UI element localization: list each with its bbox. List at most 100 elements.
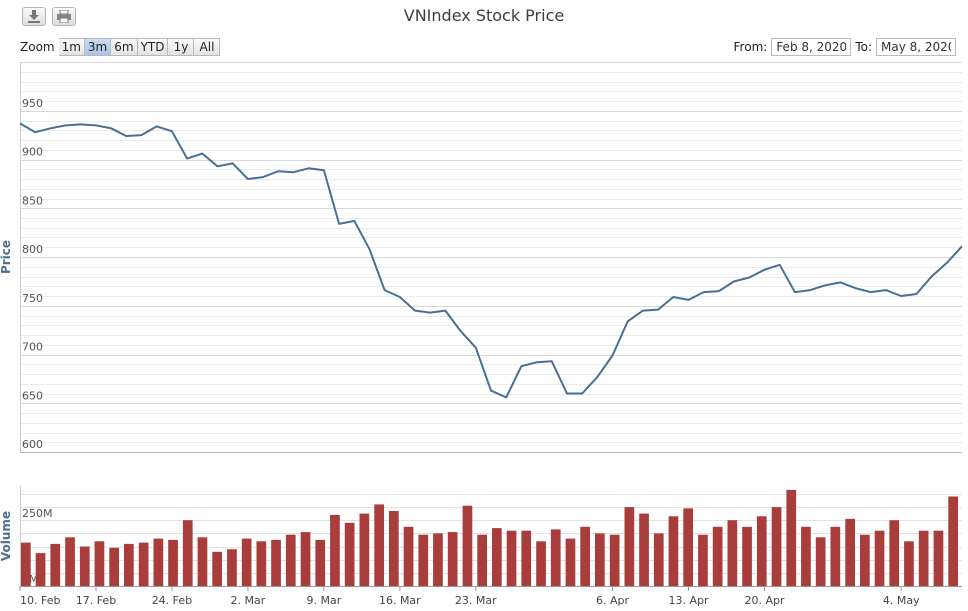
volume-bar [138,542,149,586]
volume-bar [580,526,590,586]
x-tick-label: 20. Apr [744,594,784,607]
price-tick-label: 950 [22,97,43,110]
volume-bar [79,546,90,586]
volume-bar [771,507,782,586]
volume-bar [197,537,208,586]
date-range-selector: From: To: [734,37,960,56]
volume-bar [889,520,900,586]
volume-bar [50,543,61,586]
volume-bar [565,538,576,586]
volume-bar [315,539,326,586]
zoom-bar: Zoom 1m 3m 6m YTD 1y All [20,37,221,56]
x-tick-label: 6. Apr [596,594,629,607]
zoom-1y-button[interactable]: 1y [168,37,195,56]
volume-bar [212,551,222,586]
zoom-6m-button[interactable]: 6m [111,37,138,56]
price-tick-label: 900 [22,146,43,159]
volume-bar [94,541,105,586]
volume-bar [492,528,502,586]
zoom-ytd-button[interactable]: YTD [137,37,169,56]
zoom-all-button[interactable]: All [194,37,221,56]
volume-bar [756,516,767,586]
volume-bar [447,532,458,586]
from-label: From: [733,39,768,54]
volume-bar [948,496,958,586]
volume-bar [330,514,340,586]
volume-series [21,489,958,586]
volume-bar [35,553,46,586]
volume-bar [344,522,355,586]
volume-bar [374,504,384,586]
x-tick-label: 10. Feb [20,594,60,607]
volume-bar [21,542,31,586]
price-tick-label: 800 [22,243,43,256]
volume-bar [698,534,708,586]
x-tick-label: 9. Mar [306,594,341,607]
volume-bar [815,537,826,586]
volume-bar [271,539,281,586]
download-icon [28,10,40,23]
volume-bar [918,530,929,586]
volume-bar [403,526,414,586]
volume-bar [904,541,914,586]
volume-bar [300,532,311,586]
volume-bar [712,526,723,586]
price-tick-label: 700 [22,341,43,354]
volume-bar [742,526,752,586]
from-date-input[interactable] [771,37,852,56]
volume-bar [550,529,561,586]
volume-bar [65,537,75,586]
print-button[interactable] [52,7,76,26]
price-tick-label: 600 [22,438,43,451]
zoom-1m-button[interactable]: 1m [58,37,85,56]
volume-bar [933,530,944,586]
volume-bar [536,541,546,586]
x-tick-label: 16. Mar [379,594,421,607]
price-gridlines [20,62,962,453]
volume-bar [639,513,649,586]
volume-bar [124,543,134,586]
price-tick-label: 850 [22,194,43,207]
volume-tick-label: 250M [22,507,53,520]
x-axis: 10. Feb 17. Feb 24. Feb 2. Mar 9. Mar 16. Mar… [19,586,920,607]
price-tick-label: 750 [22,292,43,305]
volume-bar [256,541,267,586]
download-button[interactable] [22,7,46,26]
price-axis-title: Price [0,240,13,274]
volume-axis-title: Volume [0,511,13,561]
volume-bar [182,520,193,586]
x-tick-label: 13. Apr [669,594,709,607]
volume-bar [609,534,620,586]
price-line [19,122,963,399]
volume-bar [860,534,870,586]
price-tick-label: 650 [22,389,43,402]
price-series [19,122,963,399]
to-label: To: [855,39,872,54]
print-icon [57,10,71,23]
volume-bar [389,511,399,586]
volume-bar [433,533,443,586]
x-tick-label: 17. Feb [76,594,116,607]
volume-bar [168,539,178,586]
volume-bar [874,530,885,586]
volume-bar [109,547,119,586]
volume-bar [285,534,296,586]
volume-bar [477,534,487,586]
volume-bar [683,508,693,586]
volume-bar [462,505,473,586]
volume-bar [595,533,605,586]
to-date-input[interactable] [876,37,956,56]
volume-bar [668,516,679,586]
volume-bar [506,530,517,586]
x-tick-label: 23. Mar [455,594,497,607]
volume-bar [727,520,738,586]
x-tick-label: 4. May [883,594,920,607]
volume-bar [241,538,252,586]
volume-bar [359,513,370,586]
zoom-3m-button[interactable]: 3m [84,37,112,56]
volume-bar [845,518,855,586]
volume-bar [801,526,811,586]
x-tick-label: 24. Feb [152,594,192,607]
volume-bar [153,538,164,586]
